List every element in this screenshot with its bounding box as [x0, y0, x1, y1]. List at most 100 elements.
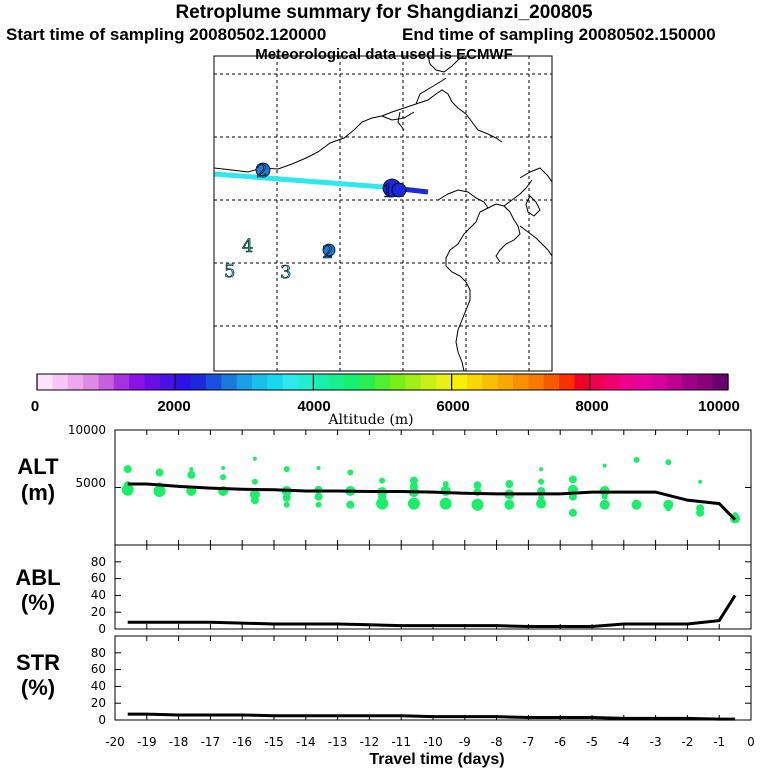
x-tick-label: -13 — [328, 735, 348, 749]
abl-ytick-label: 20 — [91, 605, 106, 619]
colorbar-swatch — [129, 374, 146, 390]
colorbar-swatch — [159, 374, 176, 390]
colorbar-swatch — [574, 374, 591, 390]
colorbar-swatch — [52, 374, 69, 390]
abl-yticks — [115, 561, 751, 630]
colorbar-swatch — [635, 374, 652, 390]
alt-scatter-point — [665, 459, 672, 466]
colorbar-swatch — [359, 374, 376, 390]
cluster-label-4: 4 — [242, 236, 253, 257]
colorbar-swatch — [67, 374, 84, 390]
colorbar-swatch — [681, 374, 698, 390]
alt-scatter-point — [316, 465, 321, 470]
colorbar-swatch — [620, 374, 637, 390]
alt-scatter-point — [282, 493, 291, 502]
colorbar-swatch — [344, 374, 361, 390]
alt-scatter-point — [251, 478, 258, 485]
x-tick-label: -11 — [391, 735, 411, 749]
colorbar-swatch — [113, 374, 130, 390]
colorbar-swatch — [651, 374, 668, 390]
colorbar-swatch — [298, 374, 314, 390]
colorbar — [36, 373, 729, 391]
alt-scatter-point — [473, 481, 482, 490]
str-yunit: (%) — [21, 675, 55, 700]
alt-scatter-point — [698, 479, 703, 484]
alt-scatter-point — [439, 497, 452, 510]
x-tick-label: -4 — [618, 735, 630, 749]
colorbar-swatch — [83, 374, 100, 390]
alt-scatter-point — [631, 499, 642, 510]
alt-scatter-point — [346, 500, 355, 509]
alt-scatter-point — [601, 493, 608, 500]
str-ytick-label: 40 — [91, 679, 106, 693]
alt-scatter-point — [599, 499, 610, 510]
colorbar-swatch — [666, 374, 683, 390]
alt-scatter-point — [249, 489, 260, 500]
alt-scatter-point — [505, 480, 514, 489]
alt-scatter-point — [221, 465, 226, 470]
cluster-label-5: 5 — [224, 261, 235, 282]
x-tick-label: -14 — [296, 735, 316, 749]
colorbar-swatch — [405, 374, 422, 390]
alt-scatter-point — [252, 456, 257, 461]
cluster-markers — [255, 162, 407, 257]
alt-scatter-point — [187, 470, 196, 479]
colorbar-swatch — [98, 374, 115, 390]
colorbar-labels: 0 2000 4000 6000 8000 10000 Altitude (m) — [31, 398, 740, 428]
alt-scatter-point — [283, 501, 290, 508]
colorbar-swatch — [559, 374, 576, 390]
alt-yunit: (m) — [21, 480, 55, 505]
abl-panel: ABL (%) 0 20 40 60 80 — [15, 544, 752, 636]
abl-yunit: (%) — [21, 590, 55, 615]
alt-scatter-point — [283, 466, 290, 473]
alt-scatter-point — [379, 477, 386, 484]
alt-scatter-point — [189, 467, 194, 472]
start-time-label: Start time of sampling 20080502.120000 — [6, 25, 327, 44]
x-axis-label: Travel time (days) — [369, 751, 504, 768]
cluster-label-2b: 2 — [322, 242, 333, 263]
x-tick-label: -8 — [491, 735, 503, 749]
chart-title: Retroplume summary for Shangdianzi_20080… — [175, 2, 593, 23]
colorbar-swatch — [374, 374, 391, 390]
alt-scatter-point — [504, 499, 515, 510]
colorbar-tick-label: 2000 — [157, 398, 190, 415]
alt-ytick-label: 10000 — [68, 423, 106, 437]
colorbar-swatch — [451, 374, 468, 390]
colorbar-tick-label: 10000 — [698, 398, 740, 415]
alt-median-line — [127, 482, 737, 521]
colorbar-swatch — [528, 374, 545, 390]
abl-ytick-label: 60 — [91, 571, 106, 585]
colorbar-swatch — [313, 374, 330, 390]
alt-scatter-point — [220, 474, 227, 481]
x-tick-label: -17 — [201, 735, 221, 749]
x-tick-labels: -20 -19 -18 -17 -16 -15 -14 -13 -12 -11 -10 -9 -8 -7-… — [105, 735, 755, 749]
x-tick-label: -16 — [232, 735, 252, 749]
str-ylabel: STR — [16, 650, 60, 675]
abl-ylabel: ABL — [15, 565, 60, 590]
map-graticule — [214, 56, 552, 371]
x-tick-label: -9 — [459, 735, 471, 749]
map-frame — [213, 55, 553, 372]
str-line — [127, 712, 736, 721]
alt-ytick-label: 5000 — [75, 476, 106, 490]
str-frame — [114, 635, 752, 721]
cluster-label-2: 2 — [256, 161, 267, 182]
str-ytick-label: 80 — [91, 646, 106, 660]
colorbar-swatch — [466, 374, 483, 390]
x-tick-label: -7 — [522, 735, 534, 749]
alt-scatter-point — [314, 492, 323, 501]
x-tick-label: -12 — [360, 735, 380, 749]
map-coastline — [214, 56, 552, 371]
colorbar-swatch — [267, 374, 284, 390]
colorbar-tick-label: 0 — [31, 398, 39, 415]
cluster-label-1: 1 — [382, 181, 393, 202]
colorbar-swatch — [420, 374, 437, 390]
colorbar-swatch — [482, 374, 499, 390]
colorbar-swatch — [697, 374, 714, 390]
colorbar-title: Altitude (m) — [327, 412, 413, 428]
str-ytick-label: 0 — [98, 713, 106, 727]
colorbar-swatch — [589, 374, 606, 390]
abl-ytick-label: 40 — [91, 588, 106, 602]
cluster-labels: 1 2 2 3 4 5 — [224, 161, 394, 284]
colorbar-swatch — [390, 374, 407, 390]
